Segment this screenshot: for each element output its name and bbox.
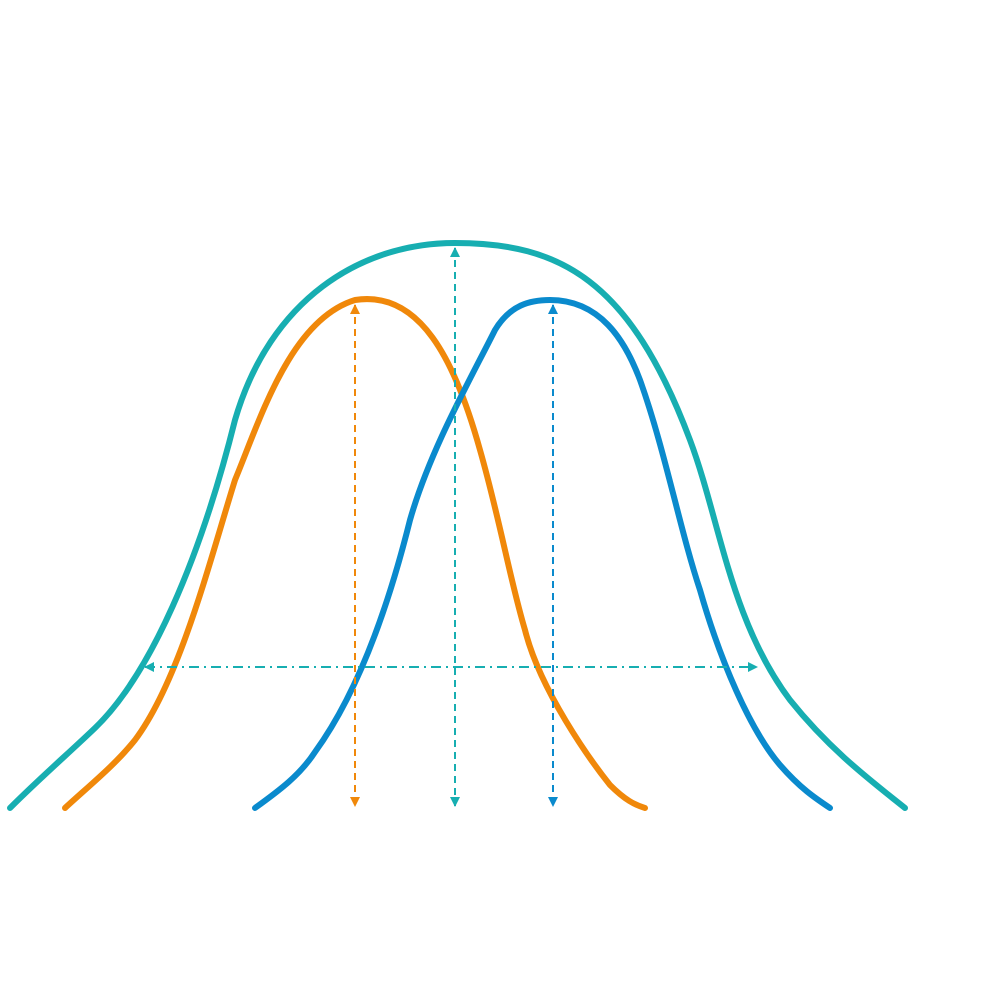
right-curve: [252, 296, 833, 811]
wide-curve: [7, 239, 908, 811]
